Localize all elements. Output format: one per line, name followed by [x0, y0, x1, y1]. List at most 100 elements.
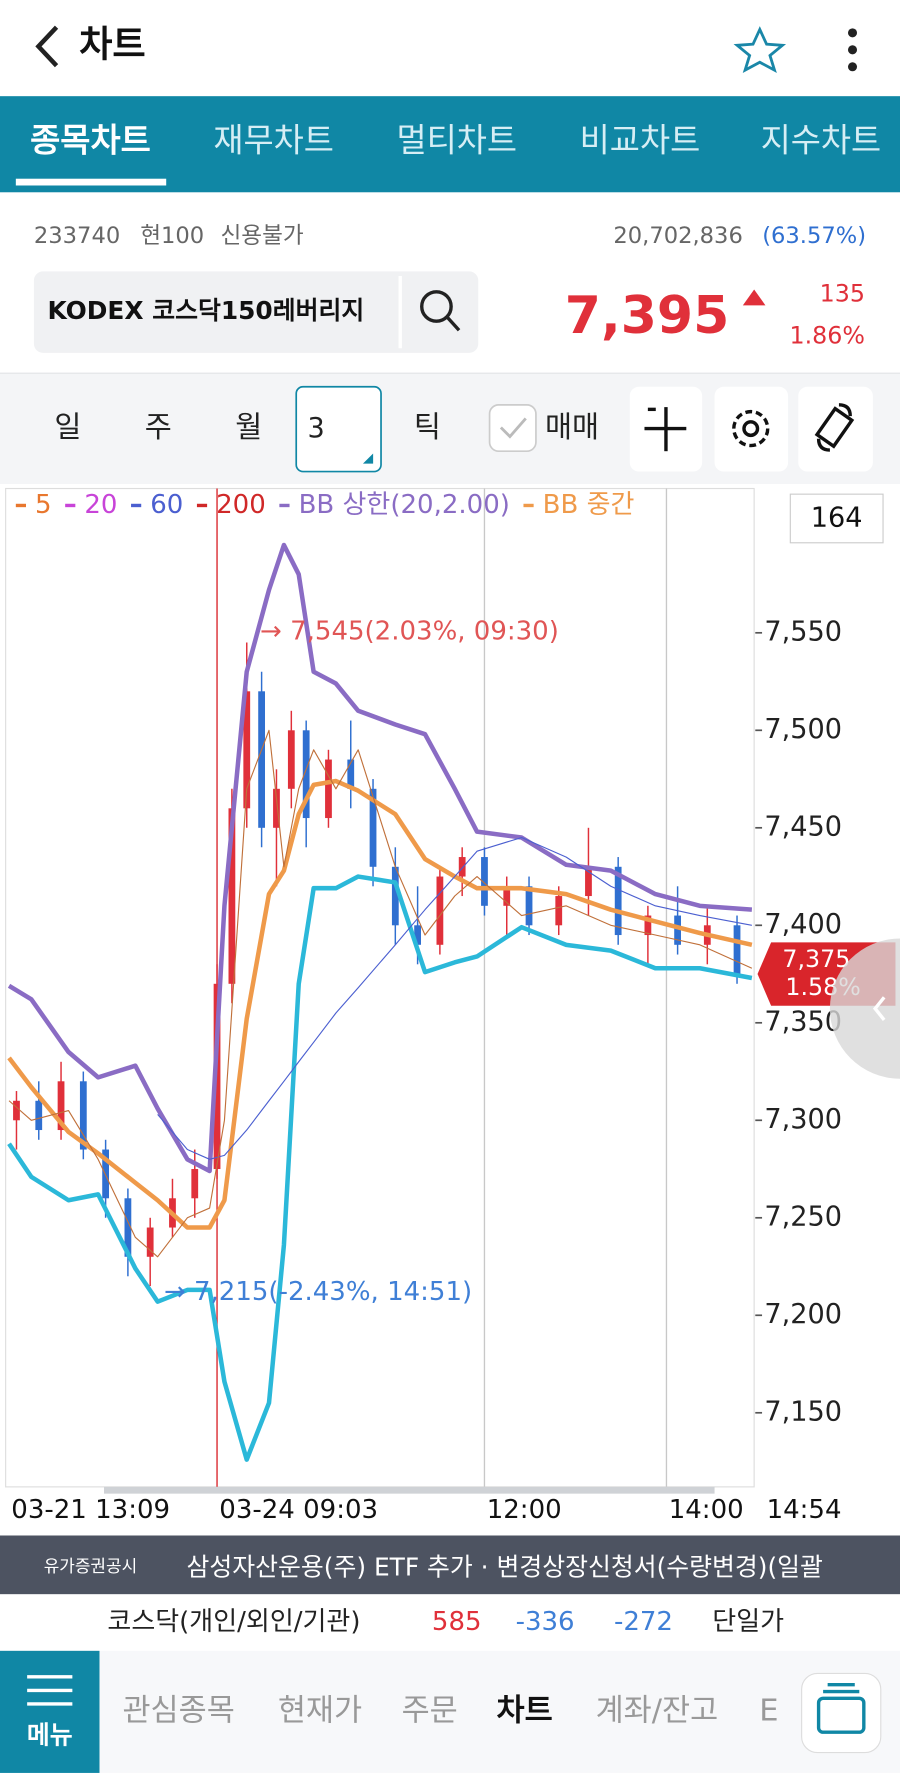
x-tick-label: 14:00: [669, 1495, 744, 1525]
side-handle[interactable]: [829, 938, 900, 1079]
tab-indicator: [15, 178, 167, 186]
back-button[interactable]: [35, 25, 59, 68]
y-tick-label: 7,250: [764, 1201, 842, 1232]
count-box: [789, 493, 884, 544]
tabs: 종목차트 재무차트 멀티차트 비교차트 지수차트: [30, 122, 881, 160]
tab-bar: [0, 96, 900, 193]
up-arrow: [742, 289, 766, 306]
candle-body: [458, 857, 466, 877]
settings-button[interactable]: [714, 386, 789, 472]
y-tick-label: 7,400: [764, 909, 842, 940]
candle-body: [347, 759, 355, 789]
candle-body: [481, 857, 488, 906]
legend-label: 200: [216, 490, 266, 520]
series-line: [157, 836, 752, 1160]
side-handle-arrow: [872, 996, 886, 1021]
menu-icon: [27, 1675, 73, 1706]
more-button[interactable]: [847, 28, 858, 72]
tab[interactable]: 종목차트: [30, 122, 151, 160]
price: 7,395: [565, 286, 729, 346]
y-tick-label: 7,550: [764, 616, 842, 647]
settings-icon: [732, 409, 770, 448]
tab[interactable]: 멀티차트: [396, 122, 517, 160]
volume-ratio: (63.57%): [762, 223, 866, 249]
nav-item[interactable]: 관심종목: [122, 1693, 234, 1728]
candle-body: [79, 1081, 87, 1150]
period-week[interactable]: 주: [145, 410, 172, 444]
ticker-text[interactable]: 삼성자산운용(주) ETF 추가 · 변경상장신청서(수량변경)(일괄: [187, 1552, 823, 1581]
legend-label: 5: [35, 490, 52, 520]
volume: 20,702,836: [613, 223, 742, 249]
candle-body: [57, 1081, 65, 1131]
favorite-button[interactable]: [733, 26, 787, 74]
candle-body: [273, 788, 280, 828]
series-line: [7, 778, 753, 1230]
candle-body: [555, 896, 563, 926]
menu-label[interactable]: 메뉴: [27, 1721, 73, 1750]
candle-body: [124, 1198, 132, 1257]
stock-code: 233740: [34, 223, 120, 249]
legend-label: BB 중간: [543, 490, 635, 520]
nav-item[interactable]: 계좌/잔고: [596, 1693, 719, 1728]
period-month[interactable]: 월: [235, 410, 262, 444]
x-tick-label: 12:00: [487, 1495, 562, 1525]
y-tick-label: 7,350: [764, 1006, 842, 1037]
candle-body: [733, 925, 741, 975]
candle-body: [391, 866, 399, 926]
menu-button[interactable]: [0, 1650, 100, 1773]
series-line: [7, 874, 753, 1462]
nav-item[interactable]: 주문: [402, 1693, 458, 1728]
investor-bar: [0, 1594, 900, 1651]
count: 164: [811, 503, 863, 534]
candle-body: [13, 1100, 20, 1121]
x-tick-label: 03-21 13:09: [11, 1495, 170, 1525]
period-input[interactable]: [295, 385, 382, 473]
scrollbar[interactable]: [104, 1486, 715, 1494]
crosshair-icon: [644, 407, 687, 452]
candle-body: [369, 788, 377, 867]
y-tick-label: 7,200: [764, 1299, 842, 1330]
page-title: 차트: [79, 22, 146, 65]
search-box[interactable]: [33, 271, 479, 353]
candle-body: [243, 691, 251, 809]
trade-label[interactable]: 매매: [545, 410, 599, 444]
candle-body: [287, 730, 295, 789]
legend-label: 60: [150, 490, 183, 520]
nav-item[interactable]: E: [759, 1693, 778, 1728]
quick-icon: [816, 1683, 866, 1734]
stock-name[interactable]: KODEX 코스닥150레버리지: [47, 296, 364, 325]
price-change-pct: 1.86%: [790, 322, 865, 350]
period-tick[interactable]: 틱: [414, 410, 441, 444]
chart: 7,150 7,200 7,250 7,300 7,350 7,400 7,450 7,500…: [7, 488, 896, 1525]
x-tick-label: 03-24 09:03: [219, 1495, 378, 1525]
nav-bar: [0, 1650, 900, 1773]
y-tick-label: 7,150: [764, 1396, 842, 1427]
tab[interactable]: 지수차트: [761, 122, 882, 160]
candle-body: [525, 886, 533, 926]
tab[interactable]: 재무차트: [213, 122, 334, 160]
candle-body: [585, 866, 592, 897]
low-annotation: → 7,215(-2.43%, 14:51): [164, 1277, 472, 1307]
period-day[interactable]: 일: [54, 410, 81, 444]
candle-body: [614, 866, 622, 936]
candle-body: [436, 876, 444, 945]
nav-item[interactable]: 현재가: [278, 1693, 362, 1728]
period-value[interactable]: 3: [308, 413, 325, 444]
legend-label: BB 상한(20,2.00): [299, 490, 510, 520]
search-button[interactable]: [420, 290, 461, 332]
stock-unit: 현100: [140, 223, 204, 249]
y-tick-label: 7,450: [764, 811, 842, 842]
header-bar: [0, 0, 900, 97]
check-mark: [499, 417, 527, 439]
candle-body: [35, 1100, 43, 1131]
rotate-button[interactable]: [798, 386, 873, 472]
period-corner: [362, 453, 374, 464]
tab[interactable]: 비교차트: [580, 122, 701, 160]
trade-checkbox[interactable]: [488, 403, 537, 453]
nav-item[interactable]: 차트: [497, 1693, 553, 1728]
ticker-bar: [0, 1535, 900, 1595]
candle-body: [644, 915, 652, 936]
series-line: [8, 729, 753, 1258]
y-tick-label: 7,500: [764, 714, 842, 745]
